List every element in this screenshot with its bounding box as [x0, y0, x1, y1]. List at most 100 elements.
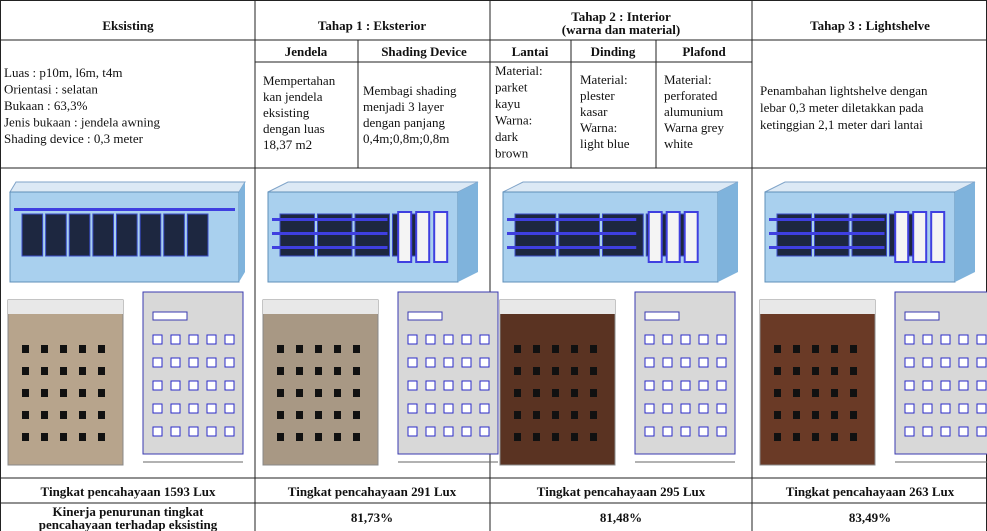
chair-icon [976, 426, 987, 437]
chair-icon [152, 403, 163, 414]
description: Membagi shading [363, 83, 457, 98]
window [116, 213, 138, 257]
chair-icon [188, 403, 199, 414]
desk [60, 345, 67, 353]
chair-icon [716, 380, 727, 391]
desk [315, 345, 322, 353]
desk [296, 367, 303, 375]
chair-icon [922, 426, 933, 437]
chair-icon [976, 380, 987, 391]
description: Mempertahan [263, 73, 336, 88]
roof [267, 181, 479, 193]
chair-icon [443, 334, 454, 345]
lux-label: Tingkat pencahayaan 1593 Lux [41, 484, 216, 499]
floor-plan [262, 291, 499, 466]
description: Jenis bukaan : jendela awning [4, 115, 160, 130]
description: Bukaan : 63,3% [4, 98, 88, 113]
desk [793, 367, 800, 375]
description: Warna grey [664, 120, 724, 135]
chair-icon [479, 357, 490, 368]
description: eksisting [263, 105, 310, 120]
chair-icon [479, 403, 490, 414]
chair-icon [188, 334, 199, 345]
chair-icon [958, 380, 969, 391]
kinerja-label: pencahayaan terhadap eksisting [39, 517, 218, 531]
chair-icon [461, 426, 472, 437]
chair-icon [976, 334, 987, 345]
desk [79, 367, 86, 375]
chair-icon [407, 380, 418, 391]
desk [41, 433, 48, 441]
description: Orientasi : selatan [4, 82, 98, 97]
desk [590, 367, 597, 375]
desk [277, 433, 284, 441]
side [955, 182, 975, 282]
chair-icon [479, 334, 490, 345]
chair-icon [170, 357, 181, 368]
desk [296, 433, 303, 441]
window [139, 213, 162, 257]
desk [812, 433, 819, 441]
description: Material: [580, 72, 628, 87]
chair-icon [443, 357, 454, 368]
desk [831, 411, 838, 419]
description: 0,4m;0,8m;0,8m [363, 131, 449, 146]
desk [552, 389, 559, 397]
desk [533, 433, 540, 441]
chair-icon [662, 380, 673, 391]
chair-icon [425, 403, 436, 414]
side [458, 182, 478, 282]
chair-icon [407, 403, 418, 414]
chair-icon [698, 426, 709, 437]
chair-icon [170, 380, 181, 391]
board [152, 311, 188, 321]
desk [98, 345, 105, 353]
description: 18,37 m2 [263, 137, 312, 152]
desk [514, 389, 521, 397]
chair-icon [188, 380, 199, 391]
description: brown [495, 146, 529, 161]
roof [502, 181, 739, 193]
window [163, 213, 185, 257]
subheader: Lantai [512, 44, 549, 59]
chair-icon [716, 334, 727, 345]
chair-icon [662, 403, 673, 414]
desk [60, 389, 67, 397]
header: Tahap 2 : Interior [571, 9, 671, 24]
desk [98, 433, 105, 441]
desk [277, 389, 284, 397]
desk [774, 389, 781, 397]
desk [22, 433, 29, 441]
description: dengan panjang [363, 115, 445, 130]
shading-fin [272, 218, 388, 221]
desk [571, 411, 578, 419]
chair-icon [680, 334, 691, 345]
desk [79, 389, 86, 397]
chair-icon [425, 334, 436, 345]
desk [552, 345, 559, 353]
chair-icon [680, 357, 691, 368]
shading-fin [507, 218, 637, 221]
board [407, 311, 443, 321]
desk [315, 367, 322, 375]
chair-icon [976, 357, 987, 368]
desk [60, 433, 67, 441]
desk [793, 411, 800, 419]
desk [850, 389, 857, 397]
desk [41, 389, 48, 397]
window [45, 213, 67, 257]
building-render [502, 181, 739, 283]
desk [334, 367, 341, 375]
desk [533, 367, 540, 375]
chair-icon [958, 426, 969, 437]
header: Tahap 3 : Lightshelve [810, 18, 930, 33]
desk [353, 433, 360, 441]
board [644, 311, 680, 321]
chair-icon [698, 357, 709, 368]
desk [334, 433, 341, 441]
chair-icon [224, 357, 235, 368]
subheader: Dinding [591, 44, 636, 59]
description: Warna: [580, 120, 617, 135]
